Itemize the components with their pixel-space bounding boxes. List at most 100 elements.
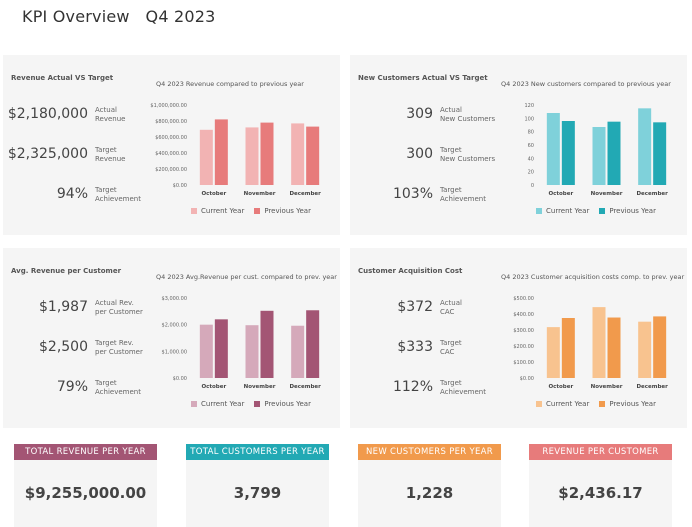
chart-title: Q4 2023 Avg.Revenue per cust. compared t… — [156, 273, 337, 281]
revenue-achievement-label: Target Achievement — [95, 186, 141, 203]
cac-legend: Current Year Previous Year — [536, 400, 656, 408]
actual-revenue-value: $2,180,000 — [7, 106, 88, 122]
legend-label: Current Year — [201, 400, 245, 408]
legend-item-current-year: Current Year — [191, 400, 244, 408]
y-tick-label: $0.00 — [520, 376, 534, 382]
bar-previous-year — [306, 310, 320, 378]
legend-swatch — [191, 208, 197, 214]
total-customers-card: TOTAL CUSTOMERS PER YEAR 3,799 — [186, 444, 329, 527]
revenue-per-customer-card: REVENUE PER CUSTOMER $2,436.17 — [529, 444, 672, 527]
bar-previous-year — [214, 319, 228, 378]
bar-current-year — [199, 129, 213, 185]
x-tick-label: November — [244, 191, 276, 197]
avg-revenue-panel: Avg. Revenue per Customer Q4 2023 Avg.Re… — [3, 248, 340, 428]
customers-achievement-label: Target Achievement — [440, 186, 486, 203]
bar-current-year — [638, 108, 652, 185]
new-customers-legend: Current Year Previous Year — [536, 207, 656, 215]
summary-header: TOTAL CUSTOMERS PER YEAR — [186, 444, 329, 460]
panel-title: Avg. Revenue per Customer — [11, 267, 122, 275]
x-tick-label: November — [591, 384, 623, 390]
summary-value: $2,436.17 — [558, 484, 643, 502]
y-tick-label: $3,000.00 — [162, 296, 187, 302]
summary-header: REVENUE PER CUSTOMER — [529, 444, 672, 460]
actual-cac-value: $372 — [397, 299, 433, 315]
legend-label: Previous Year — [609, 400, 656, 408]
new-customers-card: NEW CUSTOMERS PER YEAR 1,228 — [358, 444, 501, 527]
actual-cac-label: Actual CAC — [440, 299, 462, 316]
bar-current-year — [245, 127, 259, 185]
actual-new-customers-label: Actual New Customers — [440, 106, 496, 123]
new-customers-panel: New Customers Actual VS Target Q4 2023 N… — [350, 55, 687, 235]
target-rev-per-customer-label: Target Rev. per Customer — [95, 339, 143, 356]
actual-revenue-label: Actual Revenue — [95, 106, 126, 123]
x-tick-label: November — [591, 191, 623, 197]
revenue-bar-chart: $0.00 $200,000.00 $400,000.00 $600,000.00 $8… — [150, 103, 321, 197]
y-tick-label: $1,000,000.00 — [150, 103, 187, 109]
page-title: KPI Overview Q4 2023 — [22, 7, 216, 26]
y-tick-label: $0.00 — [173, 376, 187, 382]
x-tick-label: October — [201, 384, 226, 390]
bar-current-year — [592, 127, 606, 185]
bar-current-year — [291, 123, 305, 185]
y-tick-label: $600,000.00 — [155, 135, 187, 141]
chart-title: Q4 2023 Revenue compared to previous yea… — [156, 80, 304, 88]
actual-rev-per-customer-label: Actual Rev. per Customer — [95, 299, 143, 316]
target-new-customers-label: Target New Customers — [440, 146, 496, 163]
y-tick-label: $100.00 — [513, 360, 534, 366]
revenue-achievement-value: 94% — [56, 186, 88, 202]
x-tick-label: November — [244, 384, 276, 390]
bar-previous-year — [653, 122, 667, 185]
legend-label: Previous Year — [609, 207, 656, 215]
bar-previous-year — [306, 126, 320, 185]
target-new-customers-value: 300 — [406, 146, 433, 162]
target-cac-value: $333 — [397, 339, 433, 355]
x-tick-label: October — [201, 191, 226, 197]
bar-previous-year — [561, 121, 575, 185]
avg-revenue-legend: Current Year Previous Year — [191, 400, 311, 408]
target-rev-per-customer-value: $2,500 — [39, 339, 88, 355]
cac-achievement-label: Target Achievement — [440, 379, 486, 396]
bar-previous-year — [561, 318, 575, 378]
chart-title: Q4 2023 New customers compared to previo… — [501, 80, 671, 88]
total-revenue-card: TOTAL REVENUE PER YEAR $9,255,000.00 — [14, 444, 157, 527]
y-tick-label: $200.00 — [513, 344, 534, 350]
bar-current-year — [291, 325, 305, 378]
panel-title: New Customers Actual VS Target — [358, 74, 488, 82]
bar-current-year — [546, 327, 560, 378]
new-customers-bar-chart: 0 20 40 60 80 100 120 October November December — [524, 103, 668, 197]
summary-header: TOTAL REVENUE PER YEAR — [14, 444, 157, 460]
legend-item-current-year: Current Year — [536, 207, 589, 215]
legend-swatch — [254, 208, 261, 214]
legend-label: Previous Year — [264, 400, 311, 408]
summary-value: 3,799 — [233, 484, 282, 502]
legend-swatch — [191, 401, 197, 407]
cac-panel: Customer Acquisition Cost Q4 2023 Custom… — [350, 248, 687, 428]
legend-item-previous-year: Previous Year — [599, 207, 656, 215]
cac-achievement-value: 112% — [392, 379, 433, 395]
x-tick-label: December — [636, 191, 668, 197]
actual-new-customers-value: 309 — [406, 106, 433, 122]
bar-current-year — [245, 325, 259, 378]
summary-value: $9,255,000.00 — [24, 484, 147, 502]
target-revenue-label: Target Revenue — [95, 146, 126, 163]
revenue-legend: Current Year Previous Year — [191, 207, 311, 215]
y-tick-label: 20 — [528, 170, 534, 176]
x-tick-label: October — [548, 384, 573, 390]
legend-item-previous-year: Previous Year — [254, 400, 311, 408]
bar-previous-year — [260, 122, 274, 185]
y-tick-label: $0.00 — [173, 183, 187, 189]
summary-header: NEW CUSTOMERS PER YEAR — [358, 444, 501, 460]
y-tick-label: 120 — [524, 103, 534, 109]
bar-previous-year — [260, 310, 274, 378]
cac-bar-chart: $0.00 $100.00 $200.00 $300.00 $400.00 $500.00… — [513, 296, 668, 390]
legend-label: Current Year — [546, 207, 590, 215]
bar-previous-year — [214, 119, 228, 185]
avg-revenue-achievement-value: 79% — [56, 379, 88, 395]
legend-item-previous-year: Previous Year — [254, 207, 311, 215]
target-revenue-value: $2,325,000 — [7, 146, 88, 162]
legend-swatch — [599, 401, 606, 407]
y-tick-label: 80 — [528, 130, 534, 136]
legend-item-previous-year: Previous Year — [599, 400, 656, 408]
bar-previous-year — [653, 316, 667, 378]
y-tick-label: $300.00 — [513, 328, 534, 334]
